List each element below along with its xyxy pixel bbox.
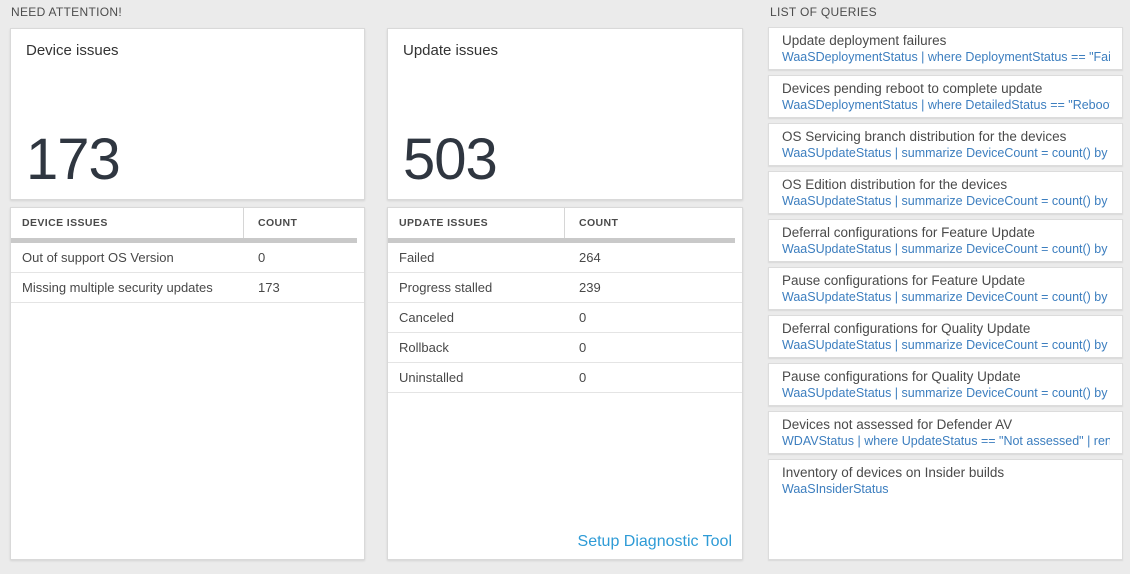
issue-count: 264 — [579, 250, 601, 265]
update-issues-title: Update issues — [403, 42, 499, 59]
issue-count: 239 — [579, 280, 601, 295]
query-list: Update deployment failures WaaSDeploymen… — [768, 27, 1123, 560]
list-of-queries-header: LIST OF QUERIES — [770, 5, 877, 19]
update-issues-count: 503 — [403, 127, 498, 192]
query-title: Pause configurations for Quality Update — [782, 369, 1021, 384]
issue-count: 0 — [579, 370, 587, 385]
table-row[interactable]: Uninstalled 0 — [388, 363, 742, 393]
query-title: Deferral configurations for Quality Upda… — [782, 321, 1031, 336]
issue-label: Missing multiple security updates — [22, 280, 213, 295]
device-issues-table-header: DEVICE ISSUES COUNT — [11, 208, 364, 238]
query-text: WaaSUpdateStatus | summarize DeviceCount… — [782, 194, 1110, 208]
query-text: WaaSUpdateStatus | summarize DeviceCount… — [782, 146, 1110, 160]
issue-label: Failed — [399, 250, 435, 265]
query-text: WaaSDeploymentStatus | where DeploymentS… — [782, 50, 1110, 64]
query-list-item[interactable]: Inventory of devices on Insider builds W… — [768, 459, 1123, 560]
query-list-item[interactable]: Devices pending reboot to complete updat… — [768, 75, 1123, 118]
query-title: Devices pending reboot to complete updat… — [782, 81, 1043, 96]
update-issues-rows: Failed 264 Progress stalled 239 Canceled… — [388, 243, 742, 393]
table-row[interactable]: Rollback 0 — [388, 333, 742, 363]
query-text: WaaSDeploymentStatus | where DetailedSta… — [782, 98, 1110, 112]
query-title: Pause configurations for Feature Update — [782, 273, 1026, 288]
device-issues-title: Device issues — [26, 42, 119, 59]
query-list-item[interactable]: Deferral configurations for Quality Upda… — [768, 315, 1123, 358]
issue-label: Progress stalled — [399, 280, 493, 295]
query-list-item[interactable]: Pause configurations for Feature Update … — [768, 267, 1123, 310]
query-title: Inventory of devices on Insider builds — [782, 465, 1005, 480]
query-title: Devices not assessed for Defender AV — [782, 417, 1013, 432]
query-list-item[interactable]: OS Edition distribution for the devices … — [768, 171, 1123, 214]
table-row[interactable]: Progress stalled 239 — [388, 273, 742, 303]
table-row[interactable]: Missing multiple security updates 173 — [11, 273, 364, 303]
query-list-item[interactable]: Pause configurations for Quality Update … — [768, 363, 1123, 406]
device-issues-rows: Out of support OS Version 0 Missing mult… — [11, 243, 364, 303]
device-issues-tile[interactable]: Device issues 173 — [10, 28, 365, 200]
query-text: WaaSUpdateStatus | summarize DeviceCount… — [782, 386, 1110, 400]
query-title: OS Servicing branch distribution for the… — [782, 129, 1067, 144]
scrollbar-track[interactable] — [11, 238, 357, 243]
table-row[interactable]: Canceled 0 — [388, 303, 742, 333]
update-issues-table: UPDATE ISSUES COUNT Failed 264 Progress … — [387, 207, 743, 560]
issue-count: 0 — [579, 310, 587, 325]
issue-label: Uninstalled — [399, 370, 464, 385]
query-title: Deferral configurations for Feature Upda… — [782, 225, 1035, 240]
issue-count: 0 — [258, 250, 266, 265]
device-issues-table: DEVICE ISSUES COUNT Out of support OS Ve… — [10, 207, 365, 560]
query-text: WaaSUpdateStatus | summarize DeviceCount… — [782, 290, 1110, 304]
query-text: WDAVStatus | where UpdateStatus == "Not … — [782, 434, 1110, 448]
scrollbar-track[interactable] — [388, 238, 735, 243]
query-text: WaaSUpdateStatus | summarize DeviceCount… — [782, 338, 1110, 352]
query-list-item[interactable]: OS Servicing branch distribution for the… — [768, 123, 1123, 166]
query-text: WaaSUpdateStatus | summarize DeviceCount… — [782, 242, 1110, 256]
count-column-header: COUNT — [579, 217, 619, 229]
device-issues-count: 173 — [26, 127, 121, 192]
query-text: WaaSInsiderStatus — [782, 482, 889, 496]
update-issues-table-header: UPDATE ISSUES COUNT — [388, 208, 742, 238]
need-attention-header: NEED ATTENTION! — [11, 5, 122, 19]
update-issues-column-header: UPDATE ISSUES — [388, 208, 565, 238]
query-list-item[interactable]: Update deployment failures WaaSDeploymen… — [768, 27, 1123, 70]
table-row[interactable]: Failed 264 — [388, 243, 742, 273]
query-list-item[interactable]: Deferral configurations for Feature Upda… — [768, 219, 1123, 262]
issue-label: Canceled — [399, 310, 454, 325]
issue-count: 0 — [579, 340, 587, 355]
issue-label: Out of support OS Version — [22, 250, 174, 265]
issue-label: Rollback — [399, 340, 449, 355]
setup-diagnostic-tool-link[interactable]: Setup Diagnostic Tool — [577, 533, 732, 550]
query-title: OS Edition distribution for the devices — [782, 177, 1008, 192]
issue-count: 173 — [258, 280, 280, 295]
device-issues-column-header: DEVICE ISSUES — [11, 208, 244, 238]
update-issues-tile[interactable]: Update issues 503 — [387, 28, 743, 200]
count-column-header: COUNT — [258, 217, 298, 229]
table-row[interactable]: Out of support OS Version 0 — [11, 243, 364, 273]
query-title: Update deployment failures — [782, 33, 947, 48]
query-list-item[interactable]: Devices not assessed for Defender AV WDA… — [768, 411, 1123, 454]
